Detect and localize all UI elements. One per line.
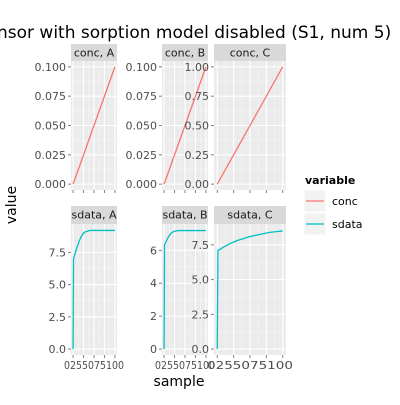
series-line-conc [72,66,116,185]
y-tick-label: 1.00 [185,61,210,74]
y-tick-label: 5.0 [192,274,210,287]
y-tick-label: 0.025 [126,149,158,162]
y-tick-label: 0.75 [185,90,210,103]
x-axis-title: sample [154,374,205,390]
y-tick-label: 2 [150,310,157,323]
y-tick-label: 0.25 [185,149,210,162]
facet-panel: conc, C 0.00 0.25 0.50 0.75 1.00 [185,44,286,193]
legend-title: variable [305,174,355,187]
facet-strip [71,206,117,224]
facet-panel: conc, B 0.000 0.025 0.050 0.075 0.100 [126,44,208,193]
y-tick-label: 0.050 [35,120,67,133]
y-tick-label: 0.075 [35,90,67,103]
y-tick-label: 0.00 [185,178,210,191]
facet-panel: conc, A 0.000 0.025 0.050 0.075 0.100 [35,44,117,193]
y-tick-label: 0.100 [126,61,158,74]
y-tick-label: 2.5 [192,308,210,321]
facet-panel: sdata, C 0.0 2.5 5.0 7.5 0255075100 [192,206,293,372]
legend: variable conc sdata [303,174,363,236]
facet-strip-label: conc, B [165,47,205,60]
chart-title: nsor with sorption model disabled (S1, n… [0,23,391,43]
y-axis-title: value [4,186,20,224]
facet-strip [214,44,286,61]
facet-panel: sdata, A 0.0 2.5 5.0 7.5 0255075100 [49,206,124,372]
y-tick-label: 6 [150,244,157,257]
series-line-sdata [72,229,115,350]
y-tick-label: 0.100 [35,61,67,74]
y-tick-label: 0.0 [192,343,210,356]
facet-strip-label: conc, C [230,47,271,60]
y-tick-label: 0 [150,343,157,356]
series-line-sdata [163,229,206,350]
series-line-conc [163,66,207,185]
y-tick-label: 0.075 [126,90,158,103]
y-tick-label: 0.050 [126,120,158,133]
x-tick-labels: 0255075100 [155,359,215,372]
legend-entry: conc [303,189,358,213]
facet-strip-label: sdata, B [162,209,207,222]
legend-entries: conc sdata [303,189,363,236]
series-line-sdata [216,230,283,350]
facet-panel: sdata, B 0 2 4 6 0255075100 [150,206,215,372]
y-tick-label: 0.000 [126,178,158,191]
facet-strip [162,44,208,61]
facet-strip [71,44,117,61]
x-tick-labels: 0255075100 [64,359,124,372]
y-tick-label: 4 [150,277,157,290]
y-tick-label: 0.025 [35,149,67,162]
y-tick-label: 5.0 [49,279,67,292]
series-line-conc [216,66,284,185]
y-tick-label: 0.000 [35,178,67,191]
facet-strip [214,206,286,224]
facet-strip [162,206,208,224]
facet-strip-label: sdata, C [227,209,273,222]
y-tick-label: 7.5 [192,239,210,252]
legend-label: sdata [332,218,363,231]
y-tick-label: 0.0 [49,343,67,356]
facet-strip-label: sdata, A [71,209,117,222]
legend-entry: sdata [303,212,363,236]
y-tick-label: 0.50 [185,120,210,133]
y-tick-label: 7.5 [49,246,67,259]
legend-label: conc [332,195,358,208]
y-tick-label: 2.5 [49,311,67,324]
facet-strip-label: conc, A [74,47,115,60]
x-tick-labels: 0255075100 [207,359,293,372]
